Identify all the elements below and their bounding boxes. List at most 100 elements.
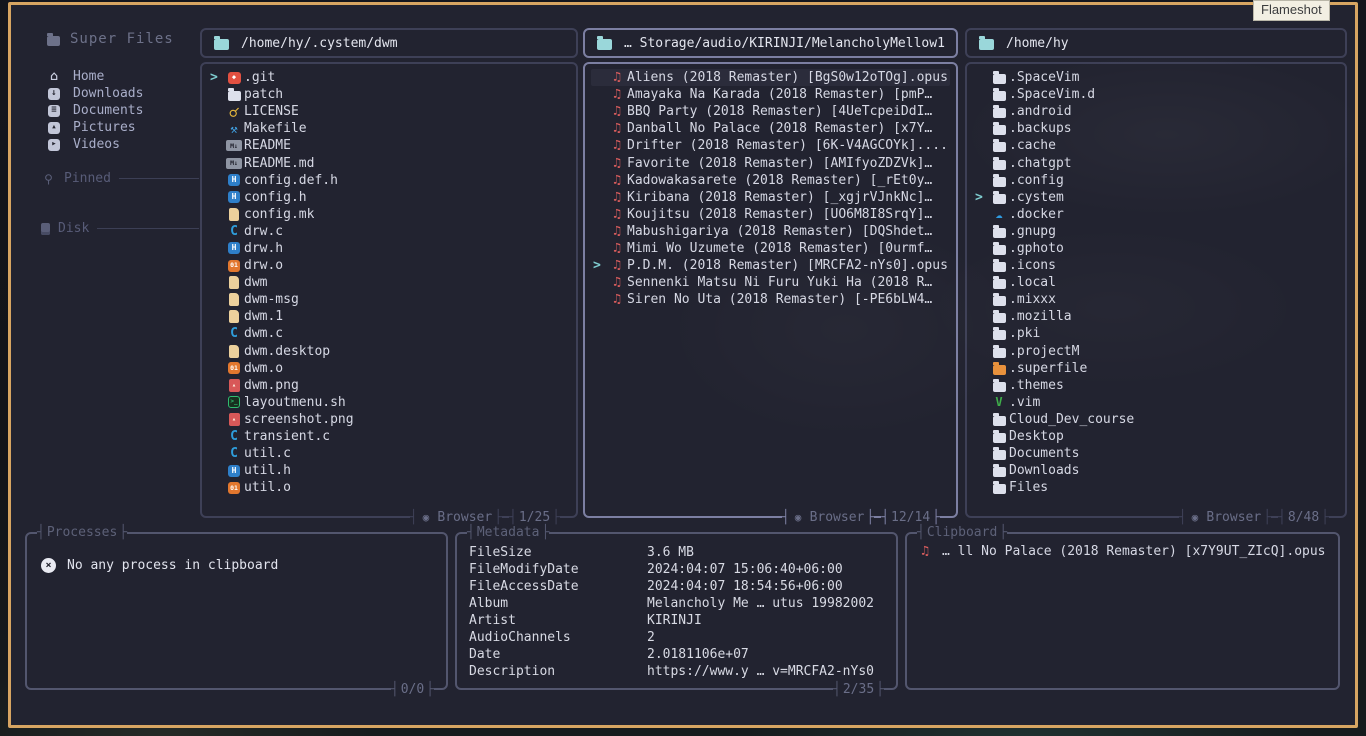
file-row[interactable]: ♫ Koujitsu (2018 Remaster) [UO6M8I8SrqY]… — [591, 206, 950, 223]
metadata-value: https://www.y … v=MRCFA2-nYs0 — [647, 664, 874, 679]
h-icon: H — [228, 191, 240, 204]
file-row[interactable]: .superfile — [973, 360, 1339, 377]
file-row[interactable]: H drw.h — [208, 240, 570, 257]
file-row[interactable]: ⚲ LICENSE — [208, 103, 570, 120]
panel-path-bar[interactable]: /home/hy/.cystem/dwm — [200, 28, 578, 58]
file-row[interactable]: ♫ Mabushigariya (2018 Remaster) [DQShdet… — [591, 223, 950, 240]
file-name: drw.o — [244, 258, 284, 274]
file-row[interactable]: .cache — [973, 137, 1339, 154]
file-row[interactable]: ♫ Favorite (2018 Remaster) [AMIfyoZDZVk]… — [591, 154, 950, 171]
file-row[interactable]: .chatgpt — [973, 154, 1339, 171]
file-row[interactable]: > ◆ .git — [208, 69, 570, 86]
file-row[interactable]: Files — [973, 479, 1339, 496]
folder-icon — [992, 378, 1006, 392]
sidebar-item[interactable]: ⌂ Home — [44, 68, 143, 85]
file-row[interactable]: ♫ Danball No Palace (2018 Remaster) [x7Y… — [591, 120, 950, 137]
file-row[interactable]: ♫ Mimi Wo Uzumete (2018 Remaster) [0urmf… — [591, 240, 950, 257]
file-row[interactable]: ⚒ Makefile — [208, 120, 570, 137]
file-row[interactable]: .gphoto — [973, 240, 1339, 257]
eye-icon: ◉ — [794, 511, 802, 524]
processes-position: ┤ 0/0 ├ — [390, 682, 434, 697]
file-row[interactable]: .SpaceVim.d — [973, 86, 1339, 103]
c-icon: C — [230, 446, 238, 462]
file-row[interactable]: 01 util.o — [208, 479, 570, 496]
file-row[interactable]: ♫ BBQ Party (2018 Remaster) [4UeTcpeiDdI… — [591, 103, 950, 120]
file-row[interactable]: config.mk — [208, 206, 570, 223]
panel-path-bar[interactable]: /home/hy — [965, 28, 1347, 58]
file-row[interactable]: Downloads — [973, 462, 1339, 479]
file-row[interactable]: .android — [973, 103, 1339, 120]
file-row[interactable]: M↓ README — [208, 137, 570, 154]
sidebar-item[interactable]: ▸ Videos — [44, 136, 143, 153]
file-row[interactable]: ▴ dwm.png — [208, 377, 570, 394]
file-row[interactable]: .pki — [973, 325, 1339, 342]
file-row[interactable]: .gnupg — [973, 223, 1339, 240]
file-row[interactable]: C drw.c — [208, 223, 570, 240]
file-name: dwm-msg — [244, 292, 299, 308]
file-name: BBQ Party (2018 Remaster) [4UeTcpeiDdI… — [627, 104, 933, 120]
file-row[interactable]: C transient.c — [208, 428, 570, 445]
file-row[interactable]: H config.h — [208, 189, 570, 206]
file-row[interactable]: > .cystem — [973, 189, 1339, 206]
file-row[interactable]: H config.def.h — [208, 172, 570, 189]
metadata-row: Artist KIRINJI — [469, 613, 884, 630]
eye-icon: ◉ — [422, 511, 430, 524]
file-name: .projectM — [1009, 343, 1080, 359]
file-row[interactable]: .icons — [973, 257, 1339, 274]
file-row[interactable]: ♫ Siren No Uta (2018 Remaster) [-PE6bLW4… — [591, 291, 950, 308]
file-row[interactable]: ♫ Kadowakasarete (2018 Remaster) [_rEt0y… — [591, 172, 950, 189]
file-row[interactable]: patch — [208, 86, 570, 103]
file-row[interactable]: H util.h — [208, 462, 570, 479]
folder-icon — [992, 327, 1006, 341]
file-row[interactable]: .config — [973, 172, 1339, 189]
panel-file-list[interactable]: .SpaceVim .SpaceVim.d .android .backups … — [965, 62, 1347, 525]
file-row[interactable]: .themes — [973, 377, 1339, 394]
metadata-key: FileModifyDate — [469, 562, 579, 577]
sidebar-item[interactable]: ▴ Pictures — [44, 119, 143, 136]
panel-path-bar[interactable]: … Storage/audio/KIRINJI/MelancholyMellow… — [583, 28, 958, 58]
sidebar-section-disk: Disk — [41, 221, 199, 236]
file-row[interactable]: Desktop — [973, 428, 1339, 445]
file-row[interactable]: ♫ Aliens (2018 Remaster) [BgS0w12oTOg].o… — [591, 69, 950, 87]
music-icon: ♫ — [613, 292, 621, 308]
panel-file-list[interactable]: > ◆ .git patch ⚲ LICENSE ⚒ Makefile M↓ R… — [200, 62, 578, 525]
file-row[interactable]: 01 dwm.o — [208, 360, 570, 377]
file-row[interactable]: ♫ Sennenki Matsu Ni Furu Yuki Ha (2018 R… — [591, 274, 950, 291]
file-row[interactable]: Documents — [973, 445, 1339, 462]
panel-file-list[interactable]: ♫ Aliens (2018 Remaster) [BgS0w12oTOg].o… — [583, 62, 958, 525]
file-row[interactable]: C dwm.c — [208, 325, 570, 342]
file-name: Koujitsu (2018 Remaster) [UO6M8I8SrqY]… — [627, 206, 933, 222]
file-name: .superfile — [1009, 360, 1088, 376]
file-row[interactable]: ♫ Amayaka Na Karada (2018 Remaster) [pmP… — [591, 86, 950, 103]
file-row[interactable]: ♫ Drifter (2018 Remaster) [6K-V4AGCOYk].… — [591, 137, 950, 154]
file-row[interactable]: C util.c — [208, 445, 570, 462]
processes-panel: ┤ Processes ├ × No any process in clipboar… — [25, 525, 448, 697]
file-row[interactable]: dwm.desktop — [208, 343, 570, 360]
file-row[interactable]: .mozilla — [973, 308, 1339, 325]
file-name: P.D.M. (2018 Remaster) [MRCFA2-nYs0].opu… — [627, 258, 948, 274]
file-row[interactable]: Cloud_Dev_course — [973, 411, 1339, 428]
file-row[interactable]: dwm-msg — [208, 291, 570, 308]
file-row[interactable]: ☁ .docker — [973, 206, 1339, 223]
file-row[interactable]: >_ layoutmenu.sh — [208, 394, 570, 411]
file-row[interactable]: dwm.1 — [208, 308, 570, 325]
file-row[interactable]: .projectM — [973, 343, 1339, 360]
folder-orange-icon — [992, 361, 1006, 375]
file-row[interactable]: .local — [973, 274, 1339, 291]
file-row[interactable]: .backups — [973, 120, 1339, 137]
sidebar-item[interactable]: ↓ Downloads — [44, 85, 143, 102]
file-name: util.c — [244, 446, 291, 462]
file-row[interactable]: V .vim — [973, 394, 1339, 411]
file-row[interactable]: dwm — [208, 274, 570, 291]
sidebar-item[interactable]: ≡ Documents — [44, 102, 143, 119]
file-row[interactable]: ♫ Kiribana (2018 Remaster) [_xgjrVJnkNc]… — [591, 189, 950, 206]
file-row[interactable]: .SpaceVim — [973, 69, 1339, 86]
file-row[interactable]: .mixxx — [973, 291, 1339, 308]
music-icon: ♫ — [613, 240, 621, 256]
file-name: util.o — [244, 480, 291, 496]
file-name: .vim — [1009, 394, 1041, 410]
file-row[interactable]: 01 drw.o — [208, 257, 570, 274]
file-row[interactable]: > ♫ P.D.M. (2018 Remaster) [MRCFA2-nYs0]… — [591, 257, 950, 274]
file-row[interactable]: M↓ README.md — [208, 154, 570, 171]
file-row[interactable]: ▴ screenshot.png — [208, 411, 570, 428]
